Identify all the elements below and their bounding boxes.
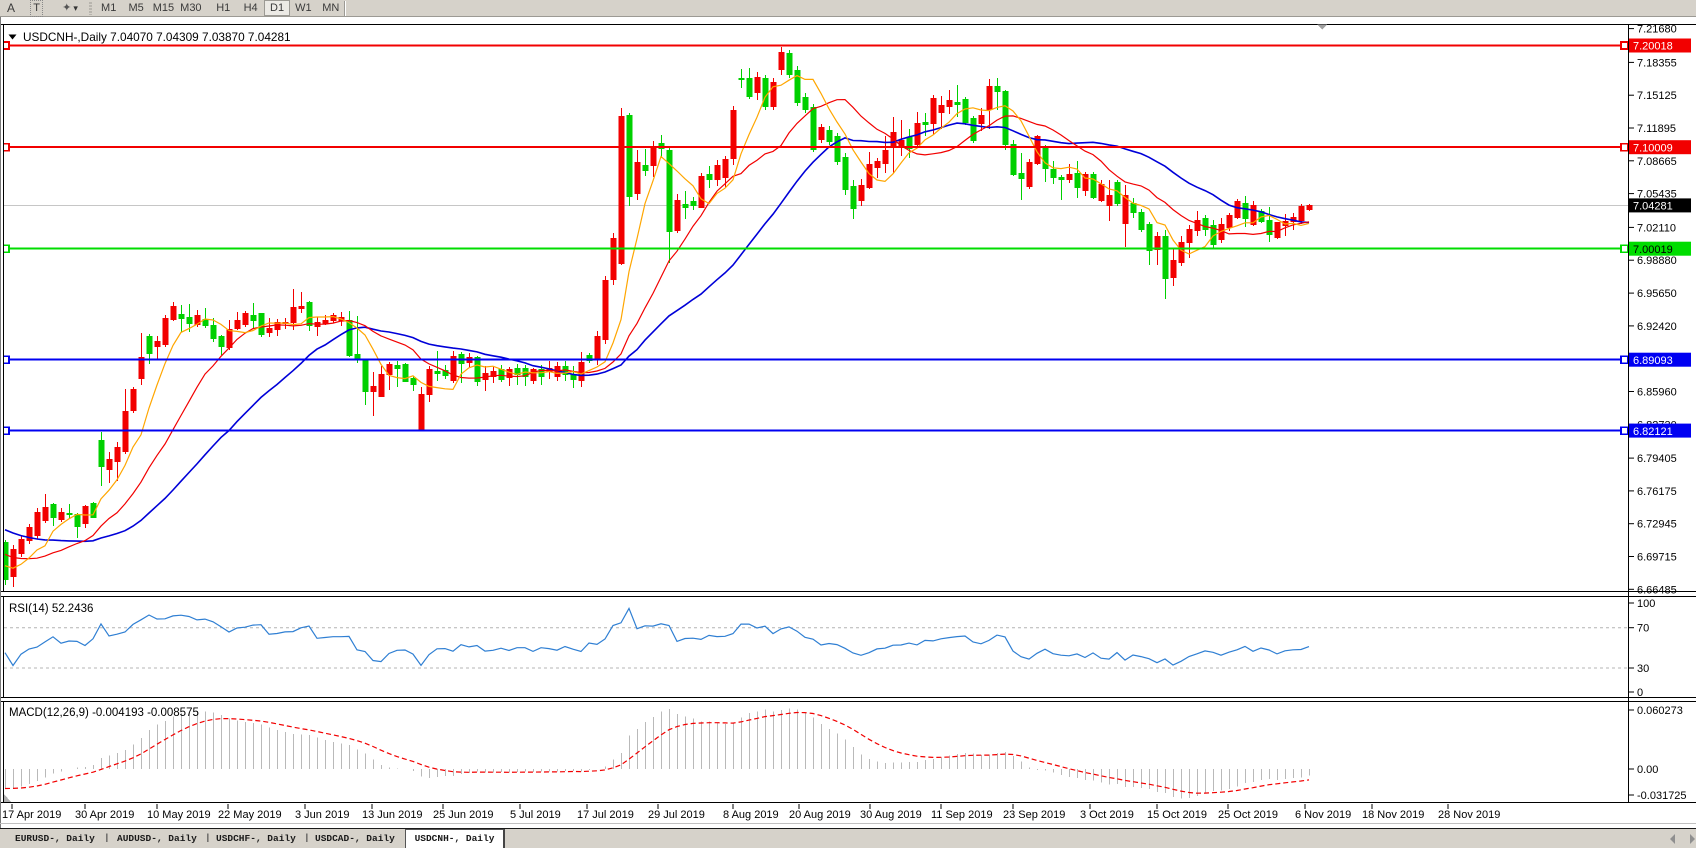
- svg-text:7.04281: 7.04281: [1633, 201, 1673, 213]
- svg-text:-0.031725: -0.031725: [1637, 790, 1687, 802]
- svg-text:7.10009: 7.10009: [1633, 142, 1673, 154]
- svg-text:29 Jul 2019: 29 Jul 2019: [648, 809, 705, 821]
- svg-text:6 Nov 2019: 6 Nov 2019: [1295, 809, 1351, 821]
- svg-text:70: 70: [1637, 623, 1649, 635]
- svg-text:6.85960: 6.85960: [1637, 387, 1677, 399]
- svg-text:18 Nov 2019: 18 Nov 2019: [1362, 809, 1424, 821]
- svg-text:30 Aug 2019: 30 Aug 2019: [860, 809, 922, 821]
- svg-text:15 Oct 2019: 15 Oct 2019: [1147, 809, 1207, 821]
- svg-text:7.08665: 7.08665: [1637, 156, 1677, 168]
- svg-text:6.89093: 6.89093: [1633, 355, 1673, 367]
- svg-text:0.00: 0.00: [1637, 764, 1658, 776]
- svg-text:6.76175: 6.76175: [1637, 486, 1677, 498]
- svg-text:28 Nov 2019: 28 Nov 2019: [1438, 809, 1500, 821]
- svg-text:6.72945: 6.72945: [1637, 519, 1677, 531]
- svg-text:6.95650: 6.95650: [1637, 288, 1677, 300]
- svg-text:6.79405: 6.79405: [1637, 453, 1677, 465]
- svg-text:7.20018: 7.20018: [1633, 41, 1673, 53]
- svg-text:8 Aug 2019: 8 Aug 2019: [723, 809, 779, 821]
- svg-text:7.18355: 7.18355: [1637, 57, 1677, 69]
- svg-text:11 Sep 2019: 11 Sep 2019: [931, 809, 993, 821]
- svg-text:7.05435: 7.05435: [1637, 189, 1677, 201]
- svg-text:23 Sep 2019: 23 Sep 2019: [1003, 809, 1065, 821]
- svg-text:USDCNH-,Daily 7.04070 7.04309: USDCNH-,Daily 7.04070 7.04309 7.03870 7.…: [23, 30, 291, 44]
- svg-text:10 May 2019: 10 May 2019: [147, 809, 211, 821]
- svg-text:RSI(14) 52.2436: RSI(14) 52.2436: [9, 603, 93, 615]
- svg-text:7.15125: 7.15125: [1637, 90, 1677, 102]
- svg-text:20 Aug 2019: 20 Aug 2019: [789, 809, 851, 821]
- svg-text:7.11895: 7.11895: [1637, 123, 1676, 135]
- svg-text:17 Apr 2019: 17 Apr 2019: [2, 809, 61, 821]
- svg-text:22 May 2019: 22 May 2019: [218, 809, 282, 821]
- svg-text:3 Jun 2019: 3 Jun 2019: [295, 809, 349, 821]
- svg-text:25 Jun 2019: 25 Jun 2019: [433, 809, 494, 821]
- svg-text:3 Oct 2019: 3 Oct 2019: [1080, 809, 1134, 821]
- svg-text:100: 100: [1637, 598, 1655, 610]
- svg-text:7.02110: 7.02110: [1637, 222, 1676, 234]
- svg-text:6.98880: 6.98880: [1637, 255, 1677, 267]
- svg-text:7.21680: 7.21680: [1637, 24, 1677, 36]
- svg-text:5 Jul 2019: 5 Jul 2019: [510, 809, 561, 821]
- svg-text:0: 0: [1637, 687, 1643, 699]
- svg-text:MACD(12,26,9) -0.004193 -0.008: MACD(12,26,9) -0.004193 -0.008575: [9, 707, 199, 719]
- svg-text:6.82121: 6.82121: [1633, 426, 1673, 438]
- svg-text:6.66485: 6.66485: [1637, 584, 1677, 596]
- svg-text:6.92420: 6.92420: [1637, 321, 1677, 333]
- svg-text:30: 30: [1637, 663, 1649, 675]
- svg-text:25 Oct 2019: 25 Oct 2019: [1218, 809, 1278, 821]
- svg-text:17 Jul 2019: 17 Jul 2019: [577, 809, 634, 821]
- svg-text:13 Jun 2019: 13 Jun 2019: [362, 809, 423, 821]
- svg-text:30 Apr 2019: 30 Apr 2019: [75, 809, 134, 821]
- svg-text:0.060273: 0.060273: [1637, 705, 1683, 717]
- svg-text:6.69715: 6.69715: [1637, 552, 1677, 564]
- svg-text:7.00019: 7.00019: [1633, 244, 1673, 256]
